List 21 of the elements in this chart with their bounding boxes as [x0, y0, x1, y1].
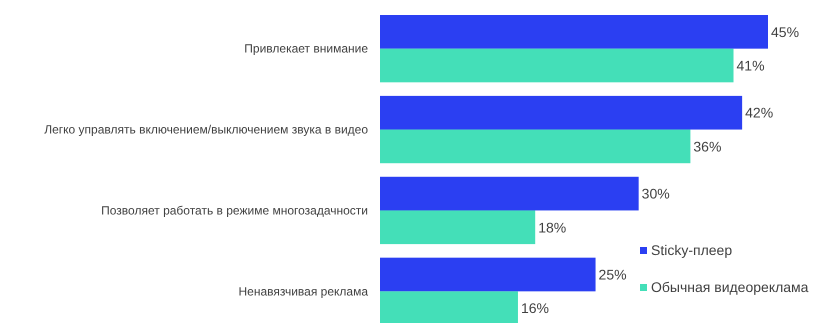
- bar: [380, 15, 768, 49]
- y-tick-label: Ненавязчивая реклама: [238, 284, 368, 298]
- legend-label: Обычная видеореклама: [651, 279, 809, 295]
- y-tick-label: Привлекает внимание: [244, 42, 368, 56]
- legend-label: Sticky-плеер: [651, 242, 732, 258]
- bar: [380, 258, 596, 292]
- data-label: 25%: [598, 266, 627, 283]
- data-label: 45%: [771, 24, 800, 40]
- bar: [380, 210, 536, 244]
- data-label: 30%: [642, 186, 670, 202]
- bar: [380, 130, 690, 164]
- bar: [380, 96, 742, 130]
- data-label: 41%: [736, 57, 765, 74]
- data-label: 42%: [745, 104, 774, 121]
- y-tick-label: Позволяет работать в режиме многозадачности: [101, 203, 368, 218]
- data-label: 36%: [693, 138, 722, 154]
- y-tick-label: Легко управлять включением/выключением звука в видео: [44, 122, 368, 137]
- bar: [380, 48, 734, 82]
- data-label: 16%: [520, 300, 549, 316]
- data-label: 18%: [538, 219, 566, 236]
- bar: [380, 176, 639, 210]
